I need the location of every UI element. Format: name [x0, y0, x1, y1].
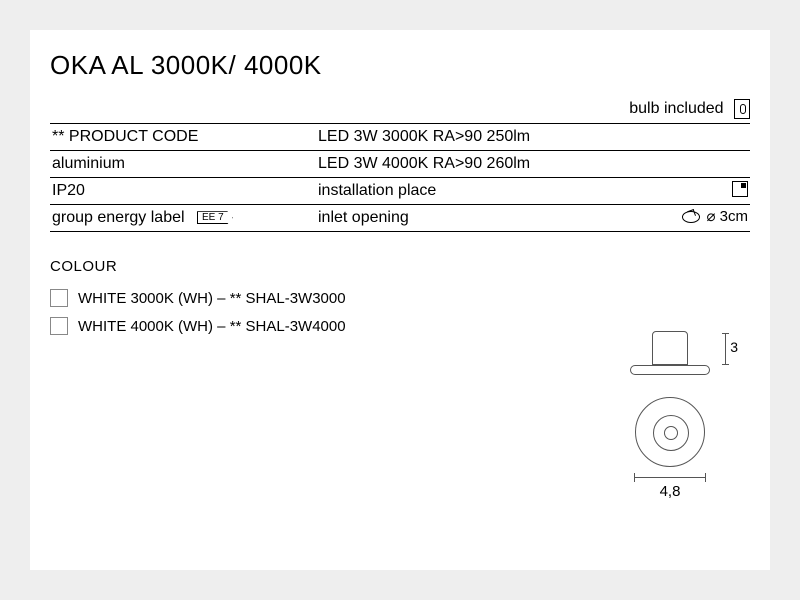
cell-material: aluminium: [50, 151, 316, 178]
install-place-icon: [732, 181, 748, 197]
table-row: IP20 installation place: [50, 178, 750, 205]
top-view-diagram: [635, 397, 705, 467]
height-dimension: 3: [730, 339, 738, 355]
colour-swatch-icon: [50, 289, 68, 307]
cell-inlet: inlet opening ⌀ 3cm: [316, 205, 750, 232]
spec-table: ** PRODUCT CODE LED 3W 3000K RA>90 250lm…: [50, 123, 750, 232]
colour-option-label: WHITE 3000K (WH) – ** SHAL-3W3000: [78, 290, 346, 307]
inlet-icon: [682, 211, 700, 223]
cell-product-code: ** PRODUCT CODE: [50, 124, 316, 151]
table-row: ** PRODUCT CODE LED 3W 3000K RA>90 250lm: [50, 124, 750, 151]
bulb-icon: [734, 99, 750, 119]
inlet-label: inlet opening: [318, 209, 409, 226]
inlet-dim-value: ⌀ 3cm: [706, 208, 748, 225]
side-view-diagram: 3: [630, 331, 710, 381]
cell-ip-rating: IP20: [50, 178, 316, 205]
table-row: group energy label EE 7 inlet opening ⌀ …: [50, 205, 750, 232]
cell-led-3000: LED 3W 3000K RA>90 250lm: [316, 124, 750, 151]
cell-energy-label: group energy label EE 7: [50, 205, 316, 232]
bulb-included-label: bulb included: [629, 100, 723, 117]
colour-heading: COLOUR: [50, 258, 750, 275]
install-place-label: installation place: [318, 182, 436, 199]
width-value: 4,8: [660, 483, 681, 500]
cell-install-place: installation place: [316, 178, 750, 205]
inlet-dimension: ⌀ 3cm: [682, 207, 748, 225]
spec-card: OKA AL 3000K/ 4000K bulb included ** PRO…: [30, 30, 770, 570]
product-title: OKA AL 3000K/ 4000K: [50, 50, 750, 81]
colour-swatch-icon: [50, 317, 68, 335]
table-row: aluminium LED 3W 4000K RA>90 260lm: [50, 151, 750, 178]
colour-option: WHITE 3000K (WH) – ** SHAL-3W3000: [50, 289, 750, 307]
dimension-diagrams: 3 4,8: [610, 331, 730, 500]
bulb-included-row: bulb included: [50, 99, 750, 119]
width-dimension: 4,8: [610, 477, 730, 500]
colour-option-label: WHITE 4000K (WH) – ** SHAL-3W4000: [78, 318, 346, 335]
energy-label-text: group energy label: [52, 209, 185, 226]
cell-led-4000: LED 3W 4000K RA>90 260lm: [316, 151, 750, 178]
colour-section: COLOUR WHITE 3000K (WH) – ** SHAL-3W3000…: [50, 258, 750, 335]
energy-badge-icon: EE 7: [197, 211, 233, 224]
